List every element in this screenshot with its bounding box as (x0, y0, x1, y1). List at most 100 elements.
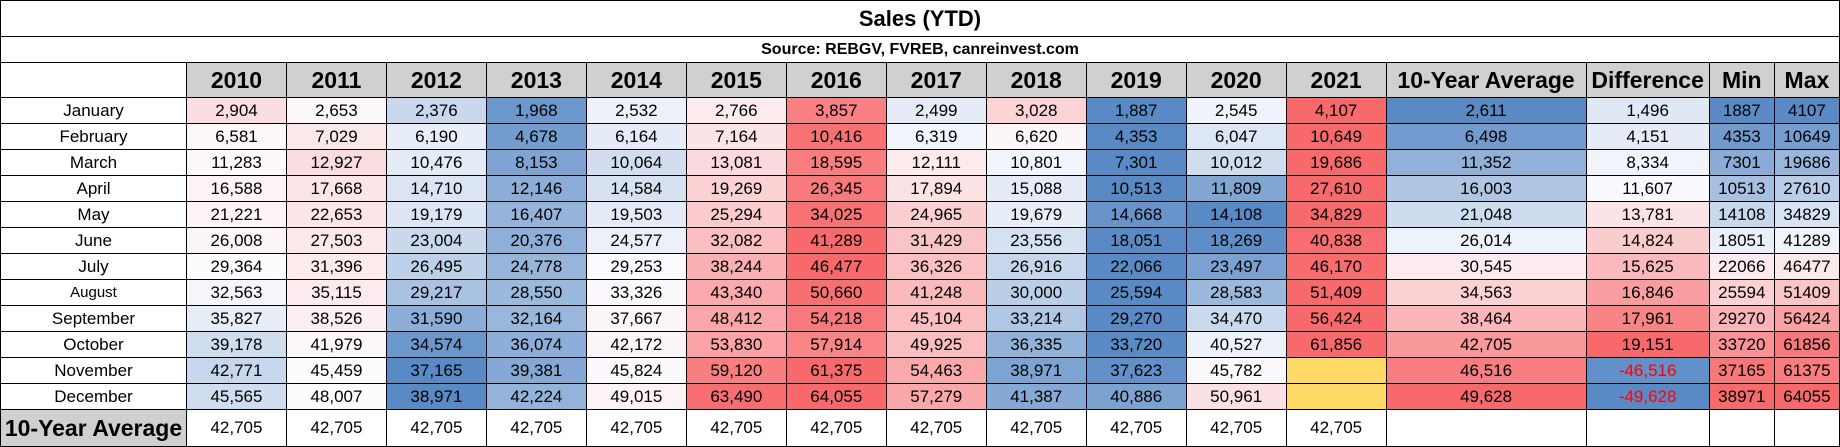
max-cell: 41289 (1773, 227, 1840, 254)
max-cell: 46477 (1773, 253, 1840, 280)
value-cell-2010: 29,364 (185, 253, 287, 280)
value-cell-2017: 31,429 (885, 227, 987, 254)
value-cell-2017: 12,111 (885, 149, 987, 176)
value-cell-2018: 10,801 (985, 149, 1087, 176)
value-cell-2016: 3,857 (785, 97, 887, 124)
value-cell-2011: 7,029 (285, 123, 387, 150)
value-cell-2016: 26,345 (785, 175, 887, 202)
average-cell: 16,003 (1385, 175, 1587, 202)
max-cell: 19686 (1773, 149, 1840, 176)
value-cell-2010: 2,904 (185, 97, 287, 124)
column-header-2021: 2021 (1285, 62, 1387, 98)
value-cell-2011: 31,396 (285, 253, 387, 280)
value-cell-2019: 14,668 (1085, 201, 1187, 228)
value-cell-2018: 38,971 (985, 357, 1087, 384)
value-cell-2019: 4,353 (1085, 123, 1187, 150)
table-row-november: November 42,771 45,459 37,165 39,381 45,824 59… (0, 357, 1840, 384)
value-cell-2018: 33,214 (985, 305, 1087, 332)
column-header-2018: 2018 (985, 62, 1087, 98)
value-cell-2021: 27,610 (1285, 175, 1387, 202)
value-cell-2012: 31,590 (385, 305, 487, 332)
value-cell-2016: 34,025 (785, 201, 887, 228)
value-cell-2021 (1285, 383, 1387, 410)
value-cell-2014: 42,172 (585, 331, 687, 358)
value-cell-2013: 28,550 (485, 279, 587, 306)
average-cell: 21,048 (1385, 201, 1587, 228)
min-cell: 25594 (1708, 279, 1775, 306)
month-label: March (0, 149, 187, 176)
table-row-october: October 39,178 41,979 34,574 36,074 42,172 53,… (0, 331, 1840, 358)
value-cell-2012: 6,190 (385, 123, 487, 150)
min-cell: 18051 (1708, 227, 1775, 254)
month-label: August (0, 279, 187, 306)
value-cell-2016: 46,477 (785, 253, 887, 280)
value-cell-2016: 57,914 (785, 331, 887, 358)
value-cell-2015: 59,120 (685, 357, 787, 384)
value-cell-2015: 53,830 (685, 331, 787, 358)
average-value-cell-2013: 42,705 (485, 409, 587, 447)
value-cell-2013: 12,146 (485, 175, 587, 202)
value-cell-2020: 18,269 (1185, 227, 1287, 254)
value-cell-2015: 13,081 (685, 149, 787, 176)
value-cell-2014: 49,015 (585, 383, 687, 410)
average-row-blank-cell (1585, 409, 1710, 447)
value-cell-2014: 33,326 (585, 279, 687, 306)
average-value-cell-2015: 42,705 (685, 409, 787, 447)
average-cell: 30,545 (1385, 253, 1587, 280)
value-cell-2020: 45,782 (1185, 357, 1287, 384)
value-cell-2016: 18,595 (785, 149, 887, 176)
max-cell: 51409 (1773, 279, 1840, 306)
month-label: April (0, 175, 187, 202)
value-cell-2012: 26,495 (385, 253, 487, 280)
column-header-max: Max (1773, 62, 1840, 98)
value-cell-2015: 32,082 (685, 227, 787, 254)
table-row-january: January 2,904 2,653 2,376 1,968 2,532 2,766 3,8… (0, 97, 1840, 124)
value-cell-2019: 22,066 (1085, 253, 1187, 280)
value-cell-2017: 49,925 (885, 331, 987, 358)
value-cell-2020: 6,047 (1185, 123, 1287, 150)
table-row-september: September 35,827 38,526 31,590 32,164 37,667 4… (0, 305, 1840, 332)
value-cell-2018: 41,387 (985, 383, 1087, 410)
value-cell-2017: 36,326 (885, 253, 987, 280)
value-cell-2015: 25,294 (685, 201, 787, 228)
column-header-2020: 2020 (1185, 62, 1287, 98)
value-cell-2010: 39,178 (185, 331, 287, 358)
value-cell-2017: 57,279 (885, 383, 987, 410)
value-cell-2012: 14,710 (385, 175, 487, 202)
value-cell-2015: 63,490 (685, 383, 787, 410)
value-cell-2018: 23,556 (985, 227, 1087, 254)
value-cell-2013: 39,381 (485, 357, 587, 384)
table-row-july: July 29,364 31,396 26,495 24,778 29,253 38,244… (0, 253, 1840, 280)
value-cell-2014: 37,667 (585, 305, 687, 332)
value-cell-2021: 34,829 (1285, 201, 1387, 228)
min-cell: 29270 (1708, 305, 1775, 332)
value-cell-2018: 30,000 (985, 279, 1087, 306)
column-header-2016: 2016 (785, 62, 887, 98)
value-cell-2016: 64,055 (785, 383, 887, 410)
value-cell-2012: 10,476 (385, 149, 487, 176)
value-cell-2021: 40,838 (1285, 227, 1387, 254)
value-cell-2015: 48,412 (685, 305, 787, 332)
value-cell-2013: 4,678 (485, 123, 587, 150)
average-row-blank-cell (1708, 409, 1775, 447)
min-cell: 7301 (1708, 149, 1775, 176)
value-cell-2019: 10,513 (1085, 175, 1187, 202)
column-header-2017: 2017 (885, 62, 987, 98)
difference-cell: -49,628 (1585, 383, 1710, 410)
value-cell-2020: 40,527 (1185, 331, 1287, 358)
value-cell-2018: 26,916 (985, 253, 1087, 280)
value-cell-2016: 54,218 (785, 305, 887, 332)
value-cell-2021: 51,409 (1285, 279, 1387, 306)
value-cell-2012: 19,179 (385, 201, 487, 228)
max-cell: 4107 (1773, 97, 1840, 124)
value-cell-2011: 41,979 (285, 331, 387, 358)
max-cell: 61375 (1773, 357, 1840, 384)
value-cell-2010: 11,283 (185, 149, 287, 176)
value-cell-2013: 24,778 (485, 253, 587, 280)
month-label: January (0, 97, 187, 124)
value-cell-2018: 6,620 (985, 123, 1087, 150)
average-value-cell-2011: 42,705 (285, 409, 387, 447)
value-cell-2013: 8,153 (485, 149, 587, 176)
value-cell-2010: 42,771 (185, 357, 287, 384)
